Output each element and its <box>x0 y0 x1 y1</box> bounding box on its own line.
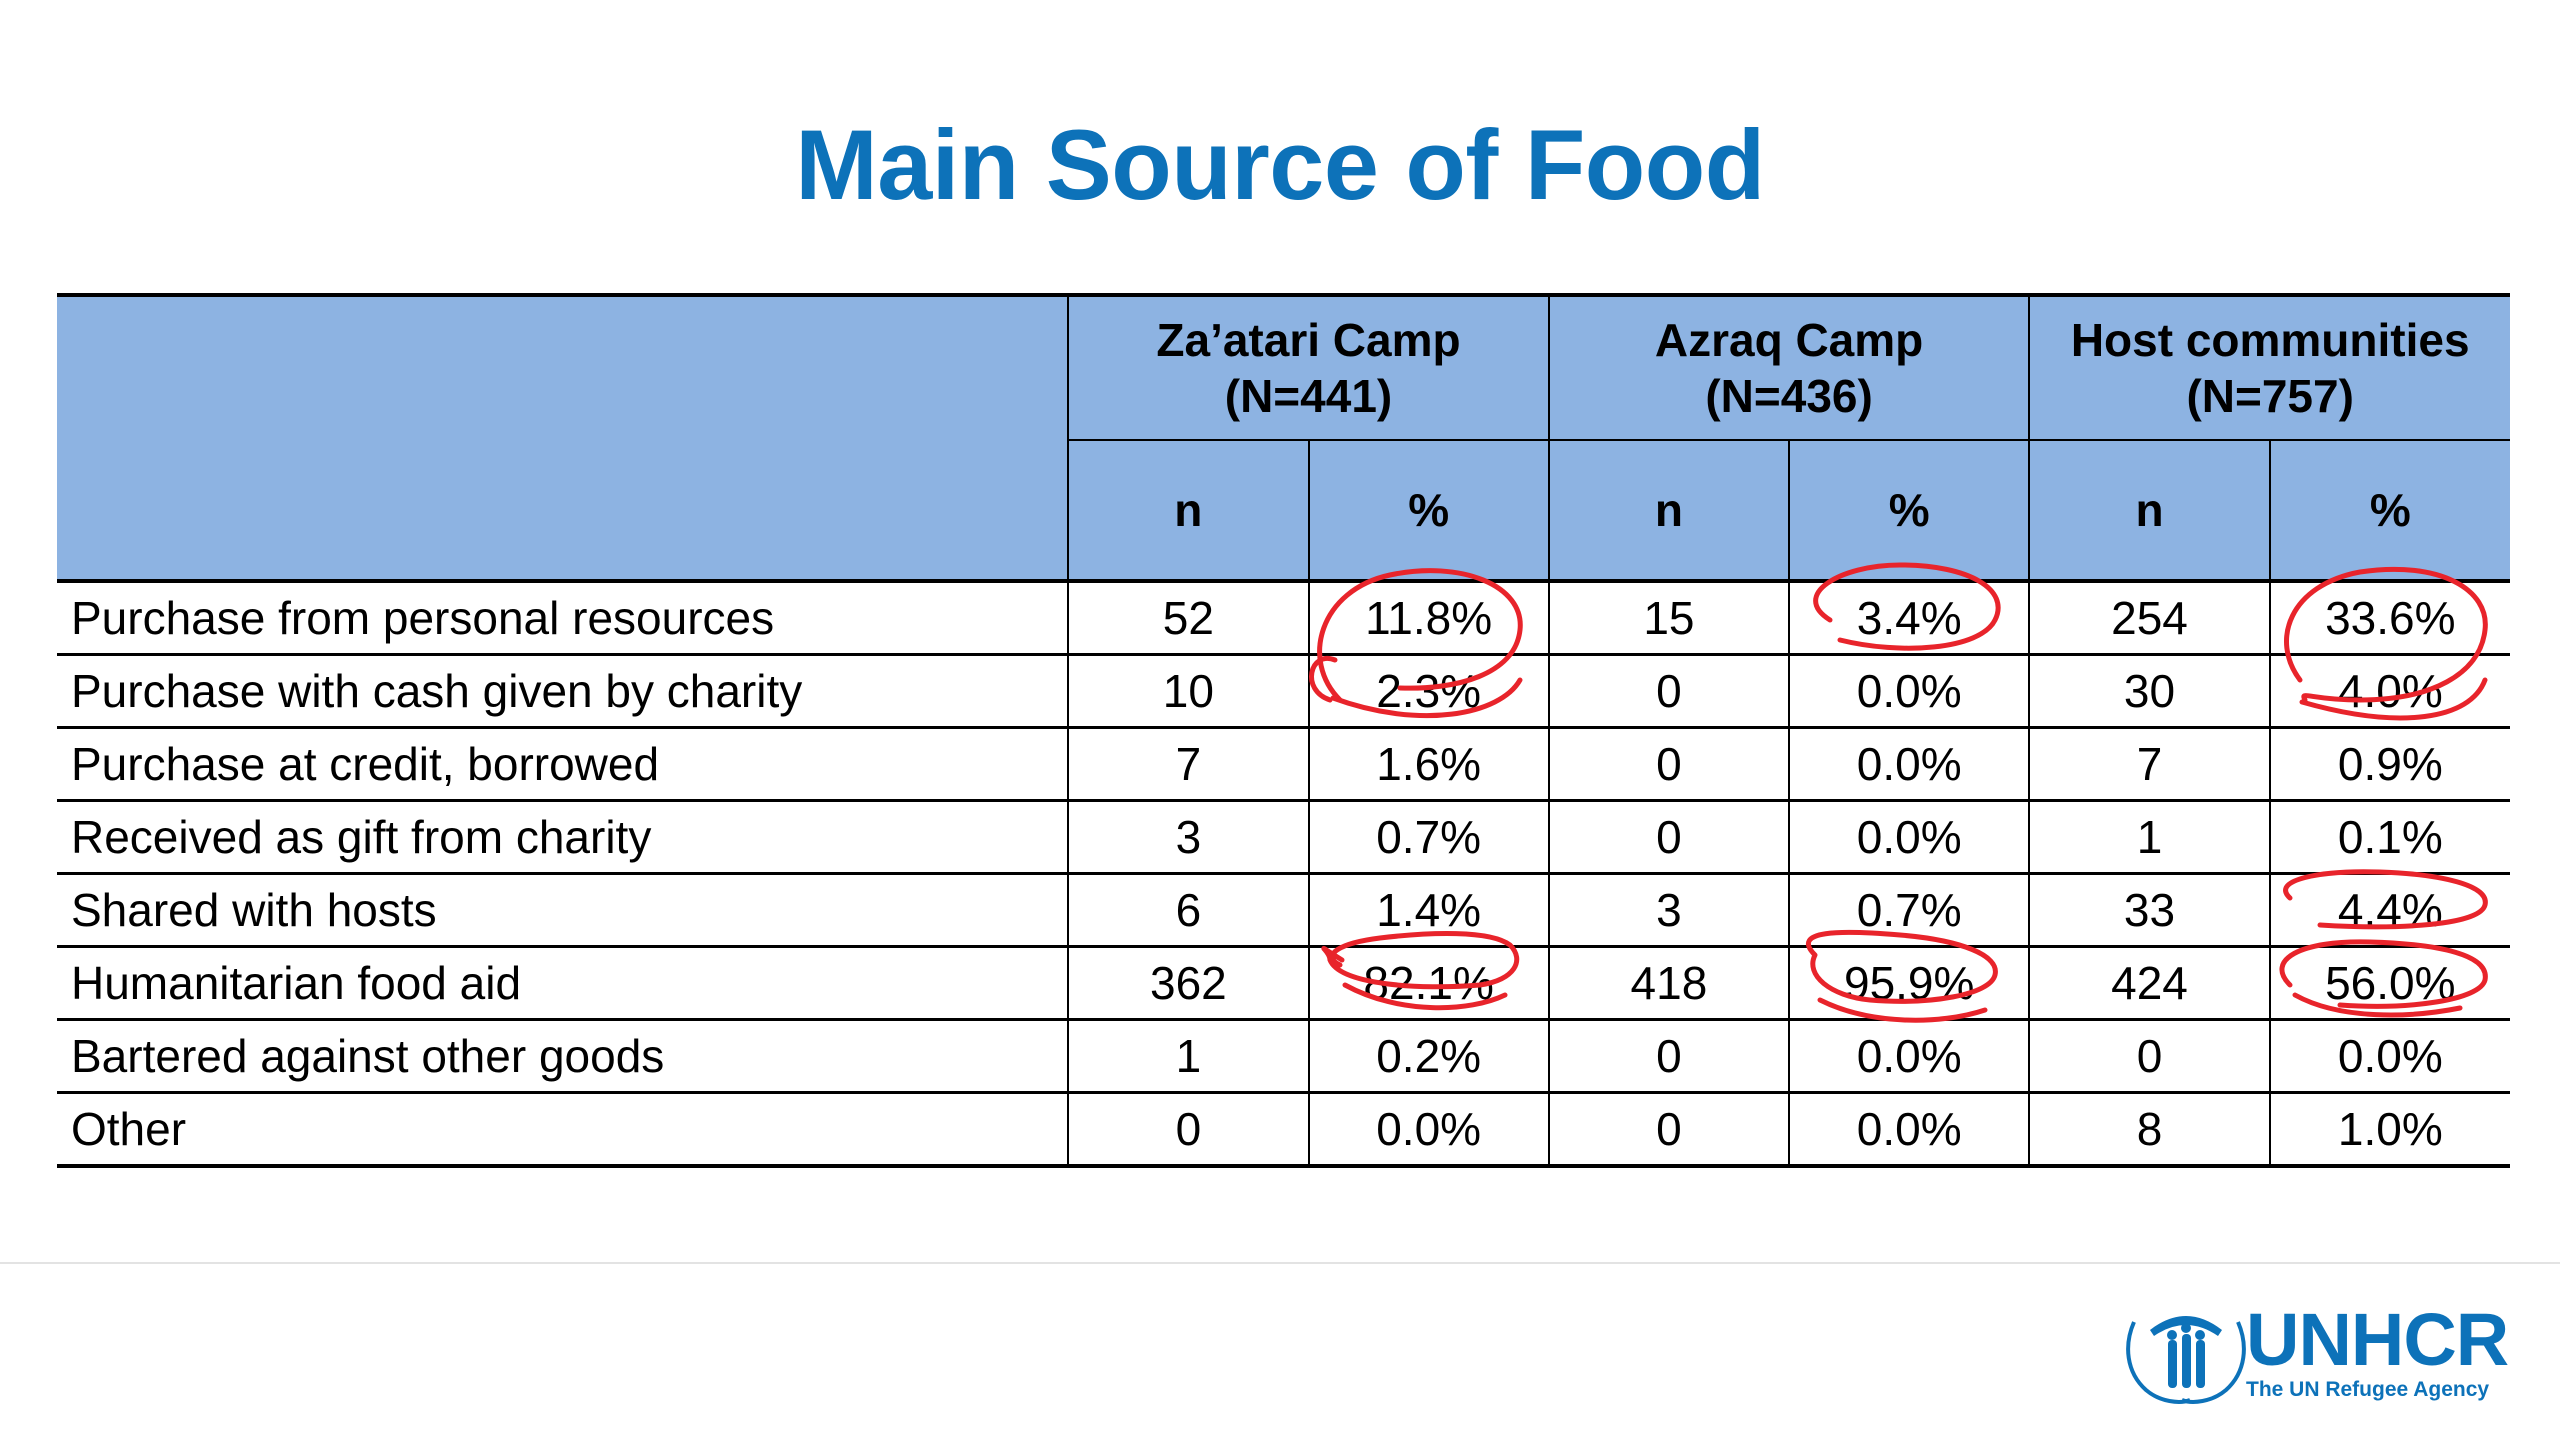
logo-wordmark: UNHCR <box>2246 1298 2509 1381</box>
percent-cell: 0.7% <box>1788 873 2030 948</box>
table-row: Purchase with cash given by charity 10 2.3… <box>57 654 2510 729</box>
count-cell: 8 <box>2028 1092 2270 1168</box>
count-cell: 3 <box>1547 873 1790 948</box>
count-cell: 254 <box>2028 581 2270 656</box>
percent-cell: 0.1% <box>2268 800 2510 875</box>
header-corner <box>57 293 1069 581</box>
percent-cell: 11.8% <box>1307 581 1549 656</box>
count-cell: 3 <box>1067 800 1309 875</box>
percent-cell: 0.0% <box>1788 727 2030 802</box>
group-header-zaatari: Za’atari Camp (N=441) <box>1067 293 1549 440</box>
row-label: Shared with hosts <box>57 873 1069 948</box>
percent-cell: 95.9% <box>1788 946 2030 1021</box>
percent-cell: 1.4% <box>1307 873 1549 948</box>
subheader-n: n <box>1067 439 1309 581</box>
group-name: Za’atari Camp <box>1156 314 1461 366</box>
row-label: Purchase at credit, borrowed <box>57 727 1069 802</box>
row-label: Received as gift from charity <box>57 800 1069 875</box>
row-label: Purchase from personal resources <box>57 581 1069 656</box>
count-cell: 0 <box>1547 1092 1790 1168</box>
subheader-n: n <box>2028 439 2270 581</box>
percent-cell: 1.0% <box>2268 1092 2510 1168</box>
count-cell: 15 <box>1547 581 1790 656</box>
table-row: Humanitarian food aid 362 82.1% 418 95.9% 424… <box>57 946 2510 1021</box>
logo-tagline: The UN Refugee Agency <box>2246 1378 2490 1401</box>
count-cell: 0 <box>1547 727 1790 802</box>
percent-cell: 3.4% <box>1788 581 2030 656</box>
count-cell: 0 <box>1547 800 1790 875</box>
group-header-azraq: Azraq Camp (N=436) <box>1547 293 2030 440</box>
table-row: Purchase from personal resources 52 11.8% 1… <box>57 581 2510 656</box>
count-cell: 0 <box>1547 654 1790 729</box>
table-row: Purchase at credit, borrowed 7 1.6% 0 0.0% 7 0… <box>57 727 2510 802</box>
percent-cell: 0.2% <box>1307 1019 1549 1094</box>
percent-cell: 56.0% <box>2268 946 2510 1021</box>
page-title: Main Source of Food <box>795 109 1765 220</box>
footer-divider <box>0 1262 2560 1264</box>
count-cell: 424 <box>2028 946 2270 1021</box>
table-row: Received as gift from charity 3 0.7% 0 0.0% 1… <box>57 800 2510 875</box>
count-cell: 33 <box>2028 873 2270 948</box>
percent-cell: 0.0% <box>1307 1092 1549 1168</box>
count-cell: 6 <box>1067 873 1309 948</box>
percent-cell: 4.0% <box>2268 654 2510 729</box>
percent-cell: 33.6% <box>2268 581 2510 656</box>
count-cell: 0 <box>1547 1019 1790 1094</box>
count-cell: 418 <box>1547 946 1790 1021</box>
percent-cell: 0.0% <box>1788 1019 2030 1094</box>
percent-cell: 0.0% <box>1788 1092 2030 1168</box>
subheader-n: n <box>1547 439 1790 581</box>
count-cell: 1 <box>1067 1019 1309 1094</box>
group-n: (N=757) <box>2186 370 2354 422</box>
row-label: Other <box>57 1092 1069 1168</box>
count-cell: 7 <box>2028 727 2270 802</box>
percent-cell: 0.0% <box>2268 1019 2510 1094</box>
count-cell: 10 <box>1067 654 1309 729</box>
group-n: (N=436) <box>1705 370 1873 422</box>
count-cell: 7 <box>1067 727 1309 802</box>
group-name: Azraq Camp <box>1654 314 1924 366</box>
count-cell: 1 <box>2028 800 2270 875</box>
count-cell: 362 <box>1067 946 1309 1021</box>
group-header-host: Host communities (N=757) <box>2028 293 2510 440</box>
percent-cell: 0.0% <box>1788 654 2030 729</box>
percent-cell: 1.6% <box>1307 727 1549 802</box>
table-body: Purchase from personal resources 52 11.8% 1… <box>57 581 2510 1168</box>
table-row: Shared with hosts 6 1.4% 3 0.7% 33 4.4% <box>57 873 2510 948</box>
count-cell: 0 <box>1067 1092 1309 1168</box>
row-label: Bartered against other goods <box>57 1019 1069 1094</box>
percent-cell: 2.3% <box>1307 654 1549 729</box>
percent-cell: 4.4% <box>2268 873 2510 948</box>
group-n: (N=441) <box>1224 370 1393 422</box>
unhcr-emblem-icon <box>2126 1316 2246 1404</box>
subheader-percent: % <box>2268 439 2510 581</box>
count-cell: 0 <box>2028 1019 2270 1094</box>
row-label: Humanitarian food aid <box>57 946 1069 1021</box>
table-row: Other 0 0.0% 0 0.0% 8 1.0% <box>57 1092 2510 1168</box>
table-row: Bartered against other goods 1 0.2% 0 0.0% 0 0… <box>57 1019 2510 1094</box>
percent-cell: 82.1% <box>1307 946 1549 1021</box>
percent-cell: 0.7% <box>1307 800 1549 875</box>
percent-cell: 0.0% <box>1788 800 2030 875</box>
count-cell: 52 <box>1067 581 1309 656</box>
food-source-table: Za’atari Camp (N=441) Azraq Camp (N=436) H… <box>57 293 2510 1168</box>
count-cell: 30 <box>2028 654 2270 729</box>
subheader-percent: % <box>1307 439 1549 581</box>
group-name: Host communities <box>2070 314 2470 366</box>
percent-cell: 0.9% <box>2268 727 2510 802</box>
row-label: Purchase with cash given by charity <box>57 654 1069 729</box>
subheader-percent: % <box>1788 439 2030 581</box>
